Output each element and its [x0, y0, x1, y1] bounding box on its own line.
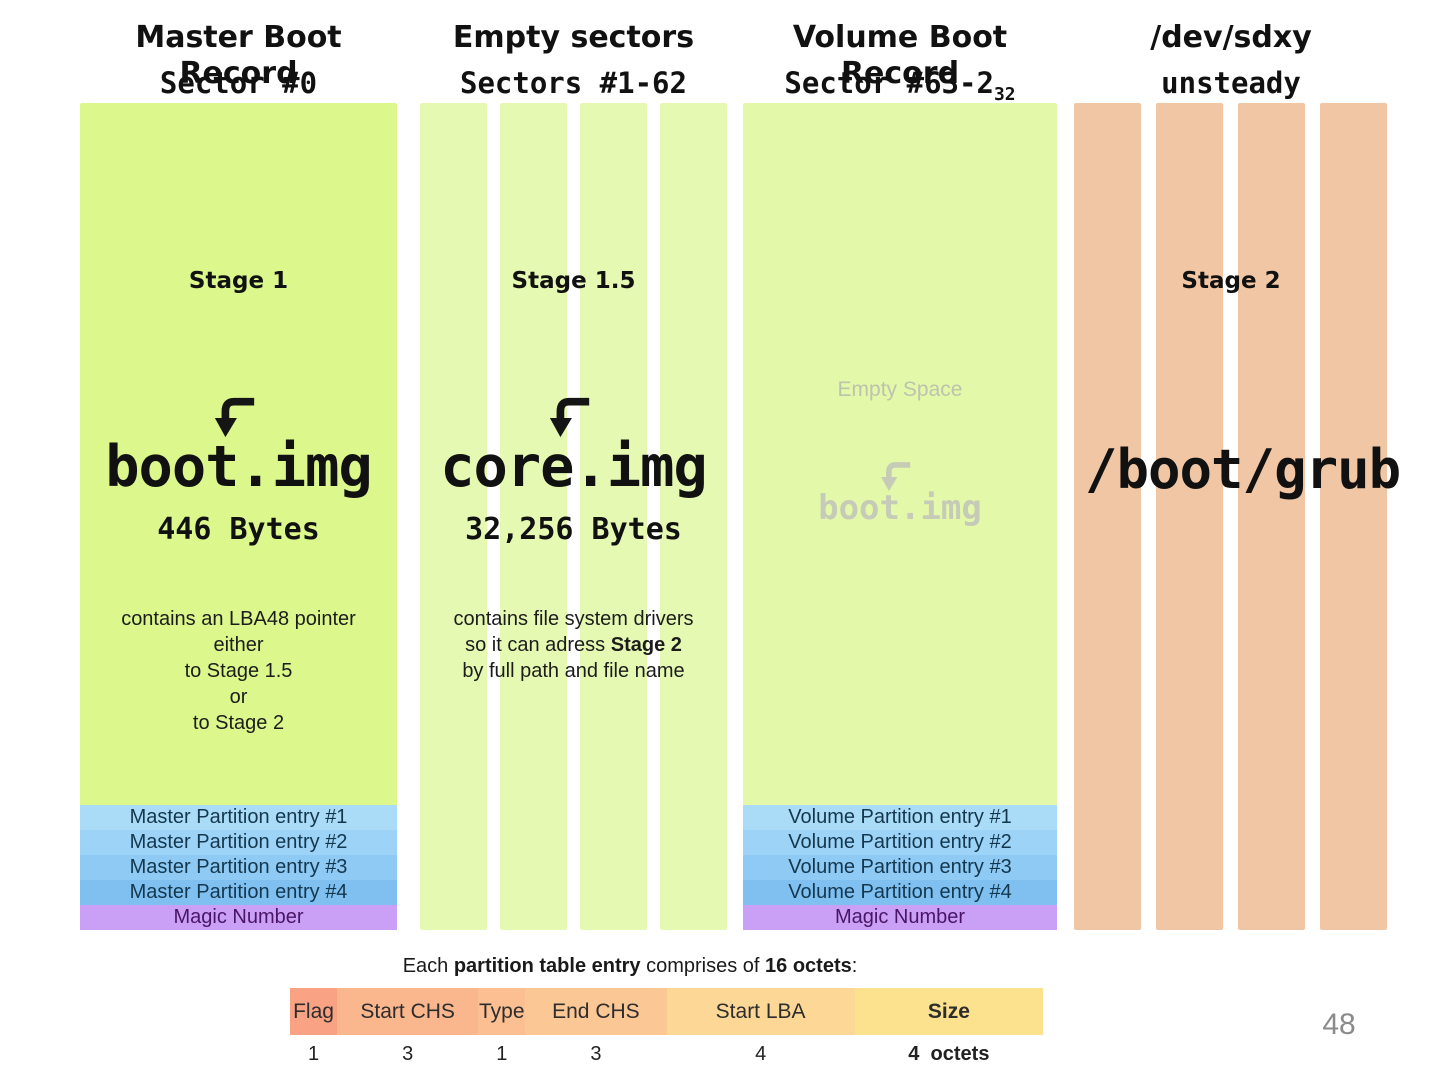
mbr-desc-line-5: to Stage 2 [192, 712, 285, 734]
mbr-magic-number-row: Magic Number [80, 905, 397, 930]
legend-caption: Each partition table entry comprises of … [210, 955, 1050, 978]
empty-sectors-size-label: 32,256 Bytes [465, 512, 682, 547]
vbr-partition-entry-1: Volume Partition entry #1 [743, 805, 1057, 830]
legend-octets-type: 1 [496, 1042, 508, 1065]
empty-sectors-desc-line-3: by full path and file name [462, 660, 685, 682]
ghost-curved-arrow-icon [879, 459, 913, 495]
mbr-partition-entry-1: Master Partition entry #1 [80, 805, 397, 830]
group-subtitle-vbr-exponent: 32 [993, 83, 1016, 105]
mbr-partition-entry-2: Master Partition entry #2 [80, 830, 397, 855]
curved-arrow-icon [547, 394, 593, 442]
group-title-mbr: Master Boot Record [135, 20, 342, 91]
legend-caption-bold-1: partition table entry [453, 955, 641, 977]
curved-arrow-icon [212, 394, 258, 442]
legend-octets-end-chs: 3 [590, 1042, 602, 1065]
dev-stripe-3 [1238, 103, 1305, 930]
mbr-desc-line-1: contains an LBA48 pointer [121, 608, 356, 630]
dev-stripe-4 [1320, 103, 1387, 930]
vbr-empty-space-label: Empty Space [837, 378, 963, 401]
empty-sector-stripe-2 [500, 103, 567, 930]
legend-octets-start-chs: 3 [402, 1042, 414, 1065]
mbr-desc-line-4: or [229, 686, 248, 708]
legend-caption-bold-2: 16 octets [765, 955, 852, 977]
legend-header-type: Type [478, 988, 526, 1035]
legend-header-start-chs: Start CHS [337, 988, 479, 1035]
vbr-partition-entry-4: Volume Partition entry #4 [743, 880, 1057, 905]
mbr-desc-line-2: either [213, 634, 264, 656]
legend-caption-text-3: : [851, 955, 858, 977]
mbr-stage-label: Stage 1 [188, 268, 289, 294]
vbr-partition-entry-2: Volume Partition entry #2 [743, 830, 1057, 855]
legend-caption-text-2: comprises of [640, 955, 766, 977]
legend-caption-text-1: Each [402, 955, 454, 977]
page-number: 48 [1322, 1008, 1356, 1041]
group-title-dev: /dev/sdxy [1150, 20, 1312, 55]
empty-sectors-desc-line-2: so it can adress Stage 2 [410, 632, 737, 658]
legend-header-size: Size [854, 988, 1043, 1035]
dev-stage-label: Stage 2 [1181, 268, 1281, 294]
group-subtitle-empty: Sectors #1-62 [460, 66, 687, 100]
dev-stripe-2 [1156, 103, 1223, 930]
mbr-desc-line-3: to Stage 1.5 [184, 660, 293, 682]
mbr-file-label: boot.img [105, 434, 373, 500]
partition-entry-legend-table: Flag Start CHS Type End CHS Start LBA Si… [290, 988, 1043, 1035]
vbr-magic-number-row: Magic Number [743, 905, 1057, 930]
legend-octet-row: 1 3 1 3 4 4 octets [290, 1040, 1043, 1068]
mbr-partition-entry-4: Master Partition entry #4 [80, 880, 397, 905]
mbr-partition-entry-3: Master Partition entry #3 [80, 855, 397, 880]
legend-octets-size: 4 octets [908, 1042, 990, 1065]
vbr-ghost-file-label: boot.img [818, 488, 982, 528]
group-title-vbr: Volume Boot Record [792, 20, 1008, 91]
group-subtitle-vbr-main: Sector #63-2 [784, 66, 994, 100]
group-subtitle-vbr: Sector #63-232 [743, 66, 1057, 112]
empty-sectors-description: contains file system drivers so it can a… [410, 606, 737, 684]
empty-sectors-file-label: core.img [440, 434, 708, 500]
legend-octets-start-lba: 4 [755, 1042, 767, 1065]
dev-path-label: /boot/grub [1085, 438, 1401, 501]
empty-sectors-desc-line-2-text: so it can adress [465, 634, 611, 656]
mbr-size-label: 446 Bytes [157, 512, 320, 547]
empty-sector-stripe-3 [580, 103, 647, 930]
vbr-partition-entry-3: Volume Partition entry #3 [743, 855, 1057, 880]
vbr-partition-table: Volume Partition entry #1 Volume Partiti… [743, 805, 1057, 930]
group-subtitle-dev: unsteady [1161, 66, 1301, 100]
dev-stripe-1 [1074, 103, 1141, 930]
mbr-column: Master Partition entry #1 Master Partiti… [80, 103, 397, 930]
empty-sectors-stage-label: Stage 1.5 [511, 268, 636, 294]
legend-header-end-chs: End CHS [525, 988, 667, 1035]
empty-sector-stripe-4 [660, 103, 727, 930]
legend-header-flag: Flag [290, 988, 338, 1035]
group-title-empty: Empty sectors [452, 20, 695, 55]
mbr-description: contains an LBA48 pointer either to Stag… [80, 606, 397, 736]
legend-octets-flag: 1 [307, 1042, 320, 1065]
empty-sectors-desc-line-1: contains file system drivers [453, 608, 694, 630]
group-subtitle-mbr: Sector #0 [159, 66, 318, 100]
empty-sectors-desc-line-2-bold: Stage 2 [610, 634, 682, 656]
legend-header-start-lba: Start LBA [666, 988, 855, 1035]
vbr-column: Volume Partition entry #1 Volume Partiti… [743, 103, 1057, 930]
mbr-partition-table: Master Partition entry #1 Master Partiti… [80, 805, 397, 930]
empty-sector-stripe-1 [420, 103, 487, 930]
